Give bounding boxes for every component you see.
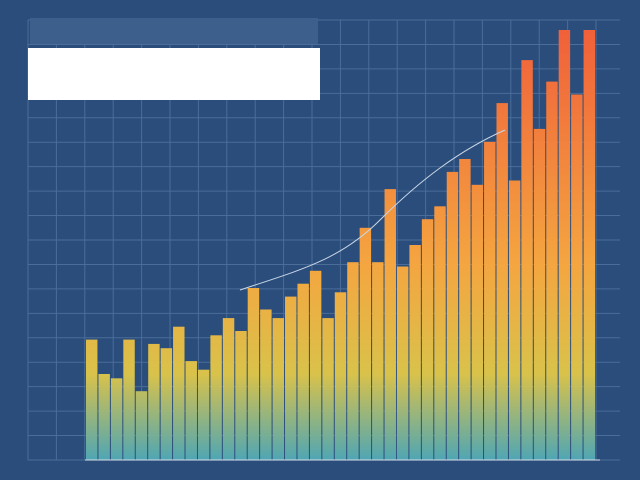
bar — [484, 141, 496, 461]
bar — [359, 227, 372, 460]
bar — [384, 189, 396, 460]
bar — [508, 180, 521, 460]
bar — [334, 292, 347, 460]
bar — [409, 245, 421, 460]
bar — [521, 60, 533, 460]
bar — [148, 343, 160, 460]
bars — [86, 30, 595, 461]
bar — [421, 219, 434, 460]
bar — [297, 283, 309, 460]
trend-line — [239, 129, 506, 291]
bar — [210, 335, 222, 460]
bar — [546, 81, 558, 460]
bar — [173, 326, 185, 460]
bar — [322, 318, 334, 460]
bar — [471, 184, 484, 461]
bar — [434, 206, 446, 460]
title-box — [28, 48, 320, 100]
bar — [459, 159, 471, 460]
bar — [396, 266, 409, 460]
bar — [309, 270, 322, 460]
bar — [260, 309, 272, 460]
header-band — [30, 18, 318, 44]
bar — [222, 318, 235, 460]
bar — [86, 339, 98, 460]
bar — [496, 103, 508, 460]
bar — [235, 331, 247, 460]
bar — [247, 288, 260, 460]
bar — [347, 262, 359, 460]
bar — [160, 348, 173, 460]
bar — [123, 339, 135, 460]
bar — [197, 369, 210, 460]
bar — [285, 296, 297, 460]
bar — [571, 94, 583, 460]
bar — [272, 318, 285, 460]
bar — [110, 378, 123, 460]
bar — [583, 30, 595, 460]
bar — [98, 374, 110, 460]
bar — [446, 171, 459, 460]
bar — [558, 30, 571, 460]
bar — [135, 391, 148, 460]
bar — [372, 262, 384, 460]
bar — [185, 361, 197, 460]
bar — [533, 128, 546, 460]
